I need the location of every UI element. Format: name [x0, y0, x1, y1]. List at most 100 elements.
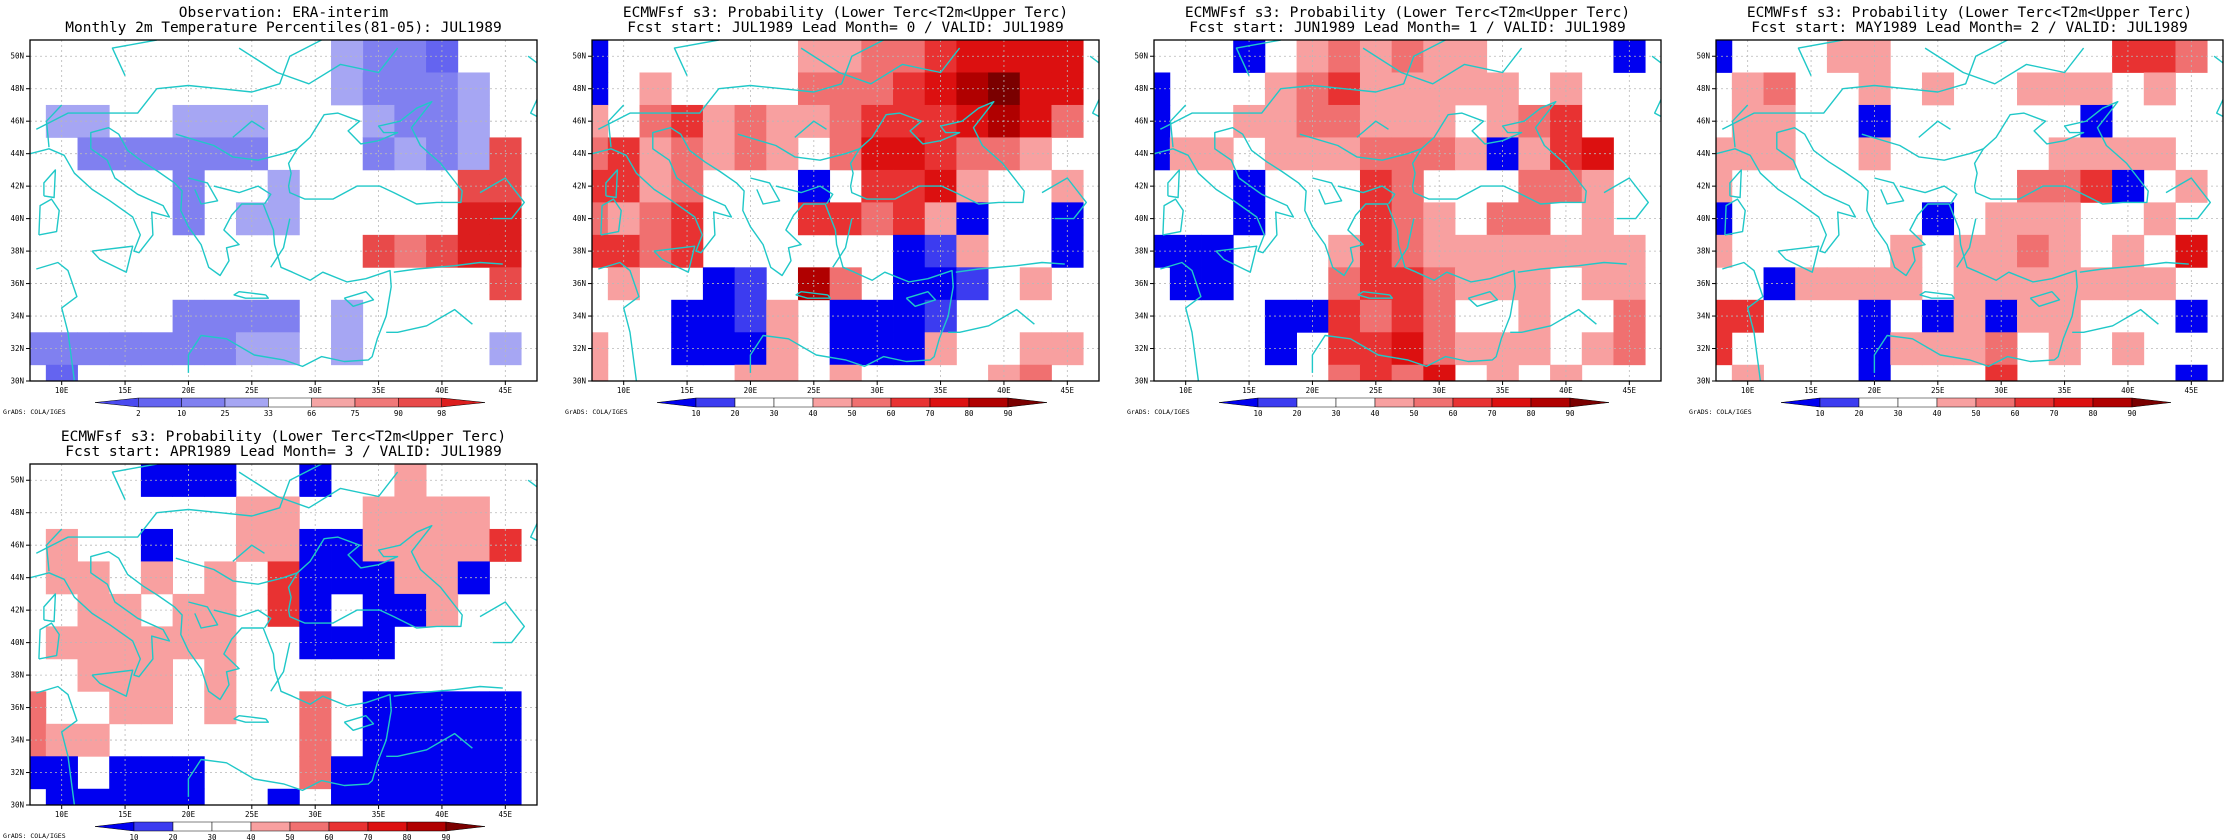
- grid-cell: [172, 137, 205, 171]
- map-panel-lead1: ECMWFsf s3: Probability (Lower Terc<T2m<…: [1127, 5, 1662, 418]
- graticule: [30, 40, 537, 381]
- y-tick-label: 40N: [10, 638, 24, 647]
- credit-label: GrADS: COLA/IGES: [1689, 408, 1752, 416]
- coastline: [175, 557, 298, 585]
- colorbar-label: 70: [925, 409, 935, 418]
- grid-cell: [1763, 267, 1796, 301]
- coastline: [1357, 291, 1393, 299]
- x-tick-label: 20E: [182, 810, 196, 819]
- colorbar-swatch: [1257, 397, 1298, 408]
- grid-cell: [2175, 364, 2208, 381]
- coastline: [479, 601, 525, 644]
- colorbar: 10 20 30 40 50 60 70 80 90: [656, 397, 1048, 418]
- grid-cell: [2143, 72, 2176, 106]
- grid-cell: [1391, 40, 1424, 73]
- colorbar-label: 10: [177, 409, 187, 418]
- y-tick-label: 48N: [1696, 84, 1710, 93]
- grid-cell: [1486, 72, 1519, 106]
- y-tick-label: 40N: [10, 214, 24, 223]
- y-tick-label: 42N: [10, 182, 24, 191]
- colorbar-swatch: [1780, 397, 1821, 408]
- graticule: [592, 40, 1099, 381]
- coastline: [1169, 104, 1187, 148]
- grid-cell: [77, 104, 110, 138]
- y-tick-label: 50N: [10, 52, 24, 61]
- colorbar-label: 40: [246, 833, 256, 840]
- colorbar-label: 80: [1526, 409, 1536, 418]
- credit-label: GrADS: COLA/IGES: [565, 408, 628, 416]
- x-tick-label: 15E: [118, 386, 132, 395]
- colorbar-swatch: [695, 397, 736, 408]
- colorbar-label: 80: [2088, 409, 2098, 418]
- coastline: [111, 464, 157, 500]
- coastline: [1603, 177, 1649, 220]
- grid-cell: [457, 72, 490, 106]
- grid-cell: [1858, 137, 1891, 171]
- graticule: [30, 464, 537, 805]
- coastline: [1041, 177, 1087, 220]
- y-tick-label: 40N: [1134, 214, 1148, 223]
- y-tick-label: 34N: [1134, 312, 1148, 321]
- x-tick-label: 25E: [1931, 386, 1945, 395]
- colorbar-swatch: [1936, 397, 1977, 408]
- colorbar-swatch: [1569, 397, 1610, 408]
- grid-cell: [829, 364, 862, 381]
- coastline: [343, 715, 375, 731]
- coastline: [1731, 104, 1749, 148]
- y-tick-label: 46N: [1134, 117, 1148, 126]
- grid-cell: [30, 691, 47, 725]
- coastline: [479, 177, 525, 220]
- coastline: [1716, 127, 2078, 373]
- coastline: [393, 261, 503, 273]
- grid-cell: [1328, 364, 1361, 381]
- coastline: [386, 308, 473, 333]
- x-tick-label: 40E: [435, 810, 449, 819]
- grid-cell: [1019, 332, 1052, 366]
- x-tick-label: 40E: [997, 386, 1011, 395]
- credit-label: GrADS: COLA/IGES: [3, 832, 66, 840]
- x-tick-label: 45E: [1061, 386, 1075, 395]
- colorbar-label: 60: [886, 409, 896, 418]
- grid-cell: [592, 364, 609, 381]
- grid-cell: [267, 202, 300, 236]
- colorbar-swatch: [1007, 397, 1048, 408]
- map-panel-lead2: ECMWFsf s3: Probability (Lower Terc<T2m<…: [1689, 5, 2224, 418]
- grid-cell: [267, 788, 300, 805]
- y-tick-label: 32N: [1134, 344, 1148, 353]
- map-panel-lead0: ECMWFsf s3: Probability (Lower Terc<T2m<…: [565, 5, 1100, 418]
- grid-cell: [1201, 137, 1234, 171]
- grid-cell: [109, 788, 142, 805]
- colorbar-swatch: [268, 397, 312, 408]
- coastlines: [1154, 40, 1661, 381]
- x-tick-label: 35E: [1496, 386, 1510, 395]
- colorbar-label: 90: [441, 833, 451, 840]
- y-tick-label: 30N: [10, 801, 24, 810]
- grid-cell: [592, 104, 609, 138]
- grid-cell: [362, 788, 395, 805]
- y-tick-label: 48N: [10, 508, 24, 517]
- grid-cell: [77, 561, 110, 595]
- coastline: [1924, 47, 2085, 85]
- colorbar-label: 98: [437, 409, 447, 418]
- coastline: [592, 127, 954, 373]
- y-tick-label: 42N: [1134, 182, 1148, 191]
- y-tick-label: 38N: [10, 671, 24, 680]
- coastline: [43, 593, 57, 623]
- grid-cell: [30, 332, 47, 366]
- grid-cell: [172, 202, 205, 236]
- grid-cell: [1953, 267, 1986, 301]
- grid-cell: [457, 169, 490, 203]
- y-tick-label: 34N: [10, 312, 24, 321]
- grid-cell: [1486, 202, 1519, 236]
- coastline: [30, 127, 392, 373]
- coastline: [832, 218, 853, 268]
- y-tick-label: 46N: [1696, 117, 1710, 126]
- x-tick-label: 45E: [499, 810, 513, 819]
- colorbar-label: 30: [769, 409, 779, 418]
- coastline: [111, 40, 157, 76]
- grid-cell: [1763, 137, 1796, 171]
- coastline: [1861, 133, 1984, 161]
- colorbar-label: 25: [220, 409, 229, 418]
- colorbar-swatch: [2014, 397, 2055, 408]
- x-tick-label: 35E: [2058, 386, 2072, 395]
